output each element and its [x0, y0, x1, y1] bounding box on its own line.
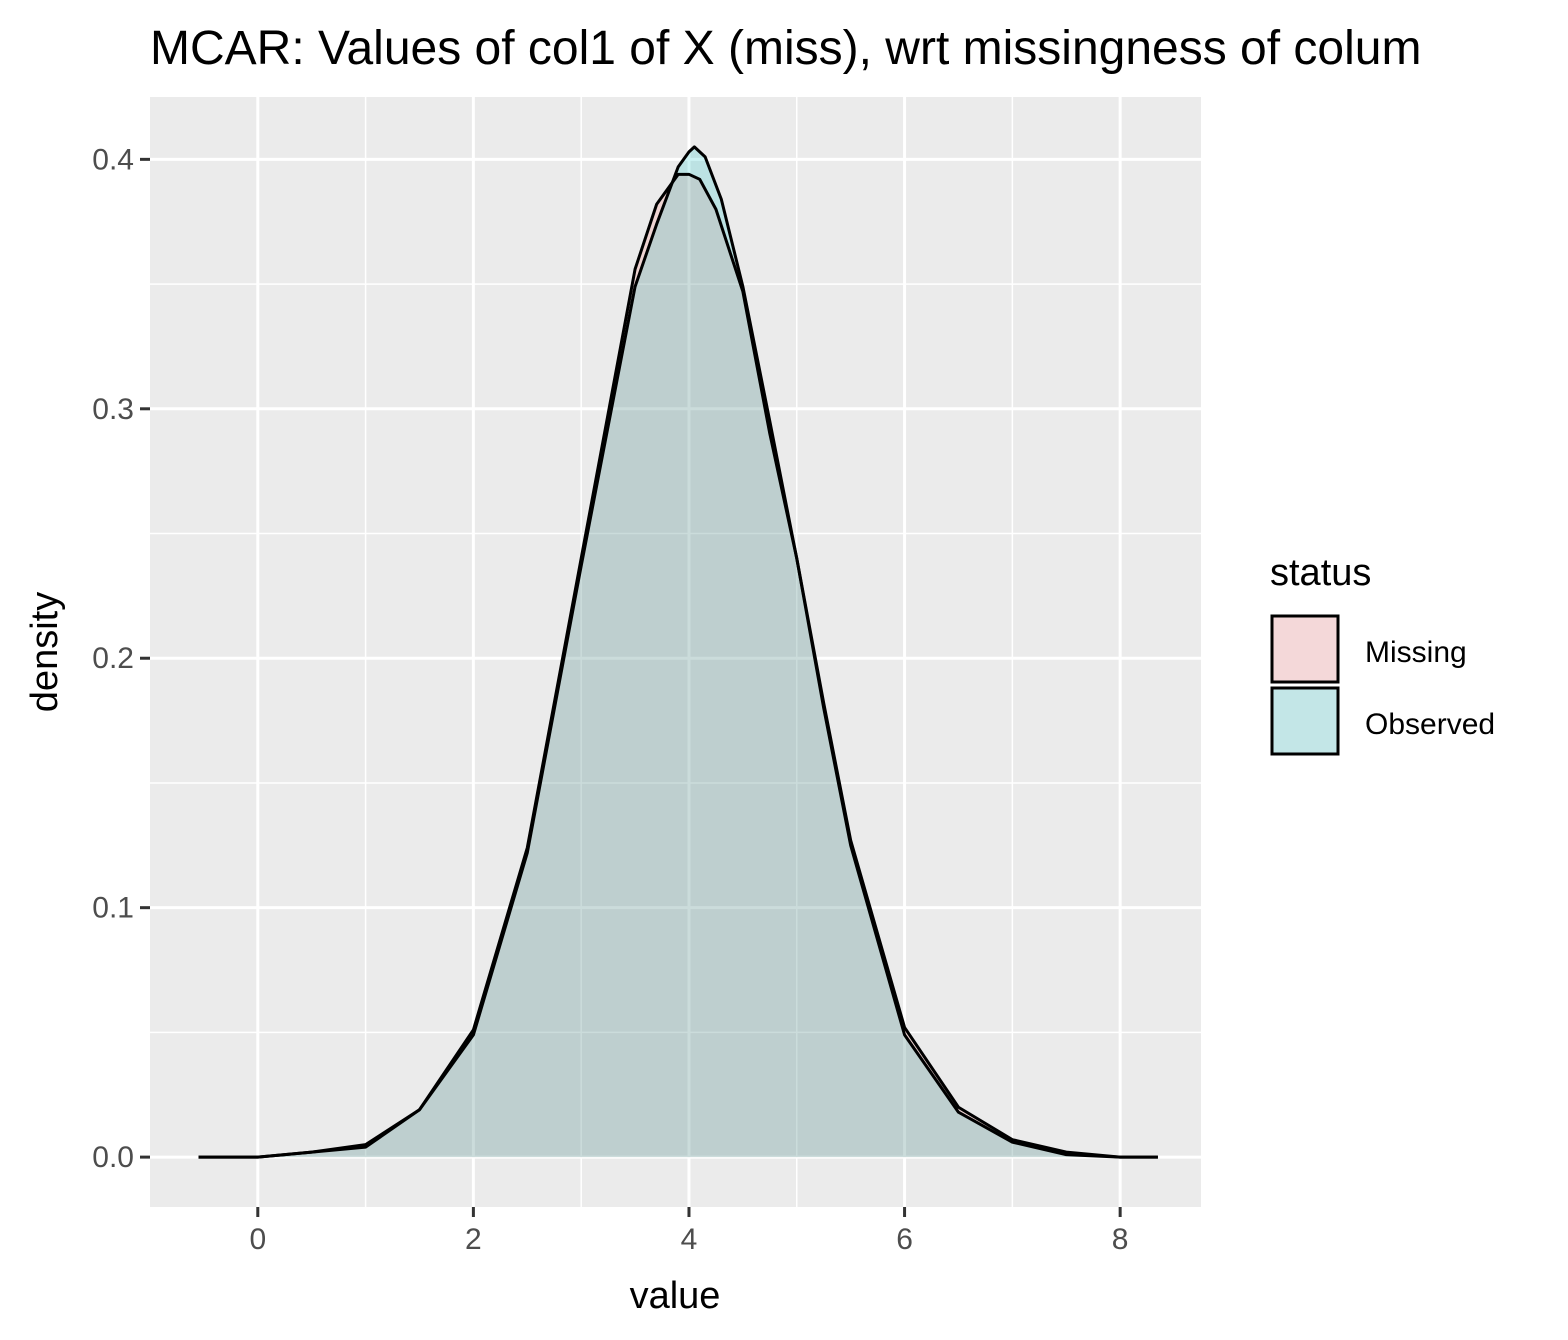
plot-panel	[150, 97, 1201, 1207]
x-tick-label: 6	[896, 1223, 913, 1256]
y-tick-label: 0.4	[92, 143, 134, 176]
chart-title: MCAR: Values of col1 of X (miss), wrt mi…	[150, 22, 1421, 75]
x-tick-label: 2	[465, 1223, 482, 1256]
line-observed	[198, 145, 1158, 1159]
x-tick-label: 4	[681, 1223, 698, 1256]
legend-key-missing	[1270, 614, 1340, 684]
area-missing	[198, 174, 1158, 1158]
legend-label-observed: Observed	[1365, 708, 1495, 741]
legend: status Missing Observed	[1270, 552, 1495, 756]
density-areas	[198, 145, 1158, 1159]
y-tick-label: 0.0	[92, 1141, 134, 1174]
area-observed	[198, 146, 1158, 1158]
x-axis-title: value	[630, 1275, 721, 1317]
x-tick-label: 8	[1112, 1223, 1129, 1256]
axes: 0 2 4 6 8 0.0 0.1 0.2 0.3 0.4	[92, 143, 1128, 1256]
legend-title: status	[1270, 552, 1371, 594]
legend-key-observed	[1270, 686, 1340, 756]
y-tick-label: 0.1	[92, 892, 134, 925]
x-tick-label: 0	[249, 1223, 266, 1256]
gridlines	[150, 97, 1201, 1207]
y-axis-title: density	[24, 592, 66, 712]
y-tick-label: 0.2	[92, 642, 134, 675]
legend-label-missing: Missing	[1365, 636, 1467, 669]
y-tick-label: 0.3	[92, 393, 134, 426]
